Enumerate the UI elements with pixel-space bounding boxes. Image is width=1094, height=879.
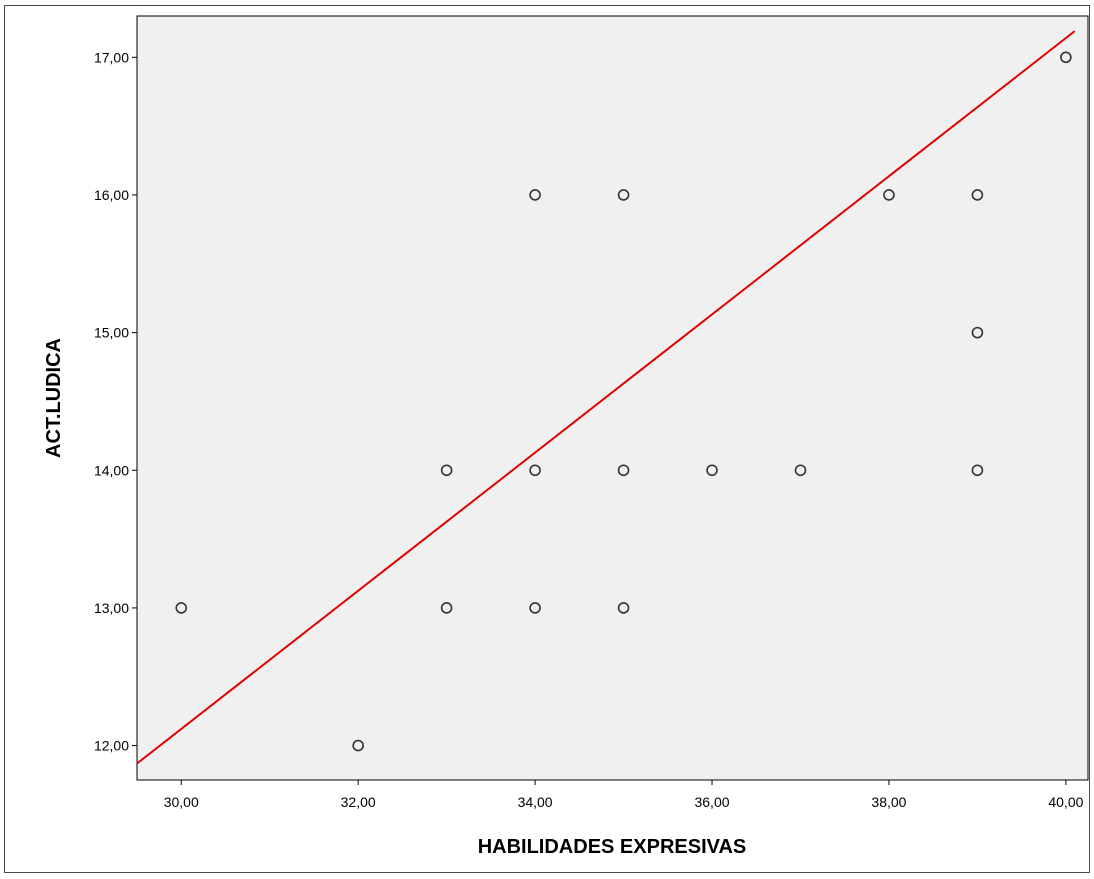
y-tick-label: 14,00: [94, 462, 129, 478]
x-tick-label: 38,00: [871, 794, 906, 810]
data-point: [794, 464, 807, 477]
data-point: [440, 464, 453, 477]
x-tick-label: 32,00: [341, 794, 376, 810]
data-point: [617, 464, 630, 477]
y-tick-label: 15,00: [94, 325, 129, 341]
data-point: [706, 464, 718, 477]
data-point: [529, 189, 541, 201]
data-point: [529, 602, 541, 614]
data-points: [175, 51, 1072, 752]
data-point: [352, 739, 364, 752]
y-tick-label: 17,00: [94, 49, 129, 65]
x-axis-title: HABILIDADES EXPRESIVAS: [478, 836, 747, 858]
x-tick-label: 34,00: [518, 794, 553, 810]
data-point: [617, 189, 630, 201]
x-tick-label: 40,00: [1048, 794, 1083, 810]
y-tick-label: 13,00: [94, 600, 129, 616]
y-axis-title: ACT.LUDICA: [43, 338, 65, 458]
y-axis: 12,00 13,00 14,00 15,00 16,00 17,00: [94, 49, 137, 754]
data-point: [1060, 51, 1072, 64]
y-tick-label: 16,00: [94, 187, 129, 203]
data-point: [883, 189, 895, 201]
data-point: [175, 602, 188, 614]
data-point: [617, 602, 630, 614]
fit-line: [136, 30, 1076, 765]
data-point: [971, 464, 984, 477]
plot-area: [136, 15, 1089, 781]
data-point: [971, 326, 984, 339]
data-point: [440, 602, 453, 614]
x-tick-label: 36,00: [694, 794, 729, 810]
data-point: [971, 189, 984, 201]
y-tick-label: 12,00: [94, 738, 129, 754]
x-tick-label: 30,00: [164, 794, 199, 810]
data-point: [529, 464, 541, 477]
x-axis: 30,00 32,00 34,00 36,00 38,00 40,00: [164, 780, 1084, 810]
